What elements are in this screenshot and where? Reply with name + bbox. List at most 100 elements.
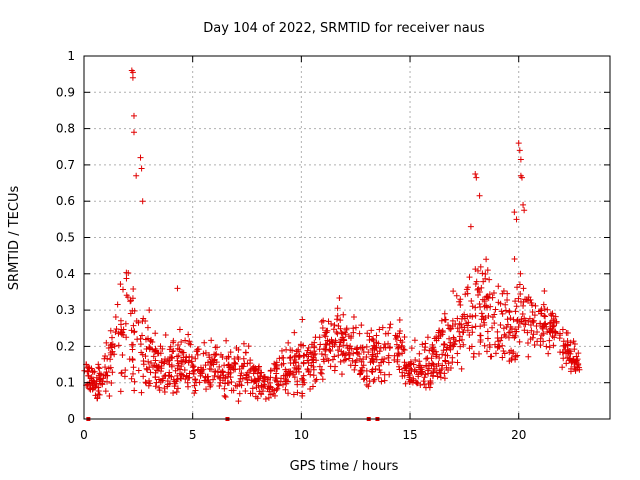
data-point: [188, 354, 195, 361]
data-point: [249, 390, 256, 397]
data-point: [280, 360, 287, 367]
data-point: [457, 296, 464, 303]
data-point: [160, 375, 167, 382]
data-point: [146, 346, 153, 353]
data-point: [439, 351, 446, 358]
data-point: [562, 342, 569, 349]
data-point: [113, 326, 120, 333]
data-point: [378, 378, 385, 385]
data-point: [148, 336, 155, 343]
data-point: [146, 307, 153, 314]
data-point: [502, 301, 509, 308]
data-point: [291, 374, 298, 381]
data-point: [464, 322, 471, 329]
data-point: [434, 373, 441, 380]
data-point: [524, 340, 531, 347]
data-point: [484, 304, 491, 311]
data-point: [568, 365, 575, 372]
data-point: [273, 375, 280, 382]
data-point: [112, 314, 119, 321]
data-point: [140, 361, 147, 368]
data-point: [481, 342, 488, 349]
data-point: [364, 330, 371, 337]
x-tick-label: 5: [189, 428, 197, 442]
data-point: [442, 316, 449, 323]
data-point: [280, 354, 287, 361]
data-point: [477, 323, 484, 330]
data-point: [521, 207, 528, 214]
data-point: [357, 367, 364, 374]
data-point: [486, 276, 493, 283]
data-point: [118, 326, 125, 333]
data-point: [507, 329, 514, 336]
data-point: [449, 317, 456, 324]
data-point: [350, 350, 357, 357]
data-point: [271, 392, 278, 399]
data-point: [497, 321, 504, 328]
data-point: [449, 354, 456, 361]
data-point: [567, 339, 574, 346]
data-point: [158, 365, 165, 372]
data-point: [505, 334, 512, 341]
data-point: [206, 365, 213, 372]
data-point: [322, 333, 329, 340]
data-point: [103, 369, 110, 376]
data-point: [152, 374, 159, 381]
data-point: [528, 299, 535, 306]
data-point: [345, 355, 352, 362]
data-point: [139, 332, 146, 339]
data-point: [551, 322, 558, 329]
data-point: [202, 362, 209, 369]
grid-lines: [84, 56, 610, 419]
data-point: [385, 330, 392, 337]
data-point: [227, 374, 234, 381]
data-point: [326, 346, 333, 353]
data-point: [461, 311, 468, 318]
data-point: [338, 348, 345, 355]
y-tick-label: 0.4: [56, 267, 75, 281]
data-point: [511, 255, 518, 262]
data-point: [219, 354, 226, 361]
data-point: [185, 359, 192, 366]
data-point: [305, 353, 312, 360]
data-point: [167, 354, 174, 361]
data-point: [456, 337, 463, 344]
data-point: [545, 350, 552, 357]
data-point: [85, 365, 92, 372]
data-point: [341, 352, 348, 359]
data-point: [512, 298, 519, 305]
data-point: [454, 315, 461, 322]
data-point: [571, 346, 578, 353]
data-point: [430, 344, 437, 351]
data-point: [244, 369, 251, 376]
data-point: [503, 323, 510, 330]
data-point: [358, 358, 365, 365]
data-point: [205, 377, 212, 384]
data-point: [164, 377, 171, 384]
data-point: [467, 223, 474, 230]
data-point: [541, 321, 548, 328]
data-point: [222, 380, 229, 387]
data-point: [119, 352, 126, 359]
data-point: [102, 388, 109, 395]
x-axis-label: GPS time / hours: [290, 459, 399, 474]
data-point: [93, 378, 100, 385]
data-point: [433, 351, 440, 358]
data-point: [437, 333, 444, 340]
y-tick-label: 0.8: [56, 122, 75, 136]
data-point: [527, 336, 534, 343]
data-point: [452, 338, 459, 345]
data-point: [156, 384, 163, 391]
data-point: [466, 345, 473, 352]
data-point: [338, 371, 345, 378]
data-point: [360, 376, 367, 383]
data-point: [372, 365, 379, 372]
data-point: [552, 330, 559, 337]
data-point: [114, 301, 121, 308]
data-point: [517, 156, 524, 163]
data-point: [222, 394, 229, 401]
data-point: [123, 275, 130, 282]
data-point: [499, 310, 506, 317]
y-tick-label: 1: [67, 49, 75, 63]
data-point: [502, 333, 509, 340]
